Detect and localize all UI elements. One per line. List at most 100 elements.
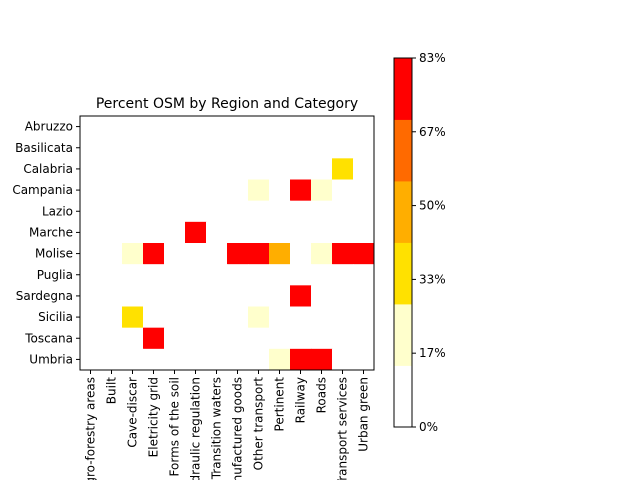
heatmap-cell (185, 243, 207, 265)
heatmap-cell (164, 158, 186, 180)
heatmap-cell (80, 137, 102, 159)
heatmap-cell (248, 200, 270, 223)
heatmap-cell (311, 137, 333, 159)
heatmap-cell (290, 179, 312, 202)
heatmap-cell (311, 221, 333, 244)
colorbar-segment (394, 181, 412, 243)
heatmap-cell (227, 221, 249, 244)
heatmap-cell (164, 306, 186, 329)
heatmap-cell (290, 221, 312, 244)
heatmap-cell (269, 306, 291, 329)
row-tick-label: Campania (12, 183, 73, 197)
colorbar-tick-label: 50% (419, 199, 446, 213)
heatmap-cell (80, 264, 102, 286)
heatmap-cell (353, 285, 375, 307)
heatmap-cell (353, 158, 375, 180)
heatmap-cell (185, 116, 207, 138)
heatmap-cell (332, 327, 354, 350)
heatmap-cell (101, 306, 123, 329)
heatmap-cell (248, 285, 270, 307)
heatmap-cell (227, 200, 249, 223)
heatmap-cell (122, 200, 144, 223)
colorbar-frame (393, 57, 413, 428)
heatmap-cell (122, 306, 144, 329)
heatmap-cell (206, 264, 228, 286)
heatmap-cell (353, 327, 375, 350)
heatmap-cell (101, 179, 123, 202)
heatmap-cell (122, 137, 144, 159)
heatmap-cell (248, 243, 270, 265)
heatmap-cell (122, 264, 144, 286)
colorbar: 0% 17% 33% 50% 67% 83% (393, 51, 446, 434)
heatmap-cell (185, 306, 207, 329)
heatmap-cell (164, 116, 186, 138)
heatmap-cell (122, 348, 144, 371)
heatmap-cell (164, 243, 186, 265)
colorbar-segment (394, 304, 412, 366)
heatmap-cell (185, 264, 207, 286)
heatmap-cell (80, 306, 102, 329)
heatmap-cell (185, 285, 207, 307)
heatmap-cell (206, 200, 228, 223)
heatmap-cell (290, 200, 312, 223)
heatmap-cell (332, 116, 354, 138)
heatmap-cell (80, 348, 102, 371)
row-tick-label: Puglia (37, 268, 73, 282)
heatmap-cell (248, 264, 270, 286)
heatmap-cell (143, 285, 165, 307)
heatmap-cell (101, 200, 123, 223)
heatmap-cell (122, 285, 144, 307)
heatmap-cell (290, 264, 312, 286)
column-tick-label: Railway (294, 377, 308, 423)
row-tick-label: Umbria (29, 352, 73, 366)
heatmap-cell (269, 116, 291, 138)
heatmap-cell (185, 327, 207, 350)
colorbar-segment (394, 242, 412, 305)
heatmap-cell (227, 137, 249, 159)
column-tick-label: Other transport (252, 377, 266, 471)
heatmap-cell (101, 116, 123, 138)
heatmap-cell (206, 116, 228, 138)
heatmap-cell (353, 221, 375, 244)
heatmap-cell (185, 348, 207, 371)
column-tick-label: Forms of the soil (168, 377, 182, 476)
colorbar-segment (394, 119, 412, 182)
row-tick-labels: Abruzzo Basilicata Calabria Campania Lazio Ma… (12, 120, 80, 366)
row-tick-label: Molise (35, 247, 73, 261)
heatmap-cell (80, 158, 102, 180)
heatmap-cell (290, 158, 312, 180)
heatmap-cell (290, 243, 312, 265)
heatmap-cell (185, 179, 207, 202)
heatmap-cell (122, 243, 144, 265)
heatmap-cell (248, 158, 270, 180)
heatmap-cell (206, 327, 228, 350)
heatmap-cell (248, 306, 270, 329)
heatmap-cell (290, 285, 312, 307)
heatmap-cell (290, 306, 312, 329)
heatmap-cell (143, 327, 165, 350)
heatmap-cell (248, 221, 270, 244)
heatmap-cell (122, 221, 144, 244)
heatmap-cell (353, 243, 375, 265)
heatmap-cell (206, 179, 228, 202)
heatmap-cell (122, 179, 144, 202)
heatmap-cell (227, 348, 249, 371)
heatmap-cell (332, 348, 354, 371)
heatmap-cell (227, 264, 249, 286)
row-tick-label: Calabria (23, 162, 73, 176)
heatmap-cell (248, 116, 270, 138)
heatmap-cell (332, 243, 354, 265)
heatmap-cell (227, 179, 249, 202)
heatmap-cell (185, 158, 207, 180)
heatmap-cell (164, 285, 186, 307)
heatmap-cell (143, 116, 165, 138)
heatmap-cell (269, 264, 291, 286)
heatmap-cell (164, 221, 186, 244)
heatmap-cell (353, 306, 375, 329)
row-tick-label: Lazio (42, 204, 73, 218)
colorbar-tick-label: 83% (419, 51, 446, 65)
heatmap-cell (227, 285, 249, 307)
heatmap-cell (248, 179, 270, 202)
heatmap-cell (185, 200, 207, 223)
heatmap-cell (206, 158, 228, 180)
